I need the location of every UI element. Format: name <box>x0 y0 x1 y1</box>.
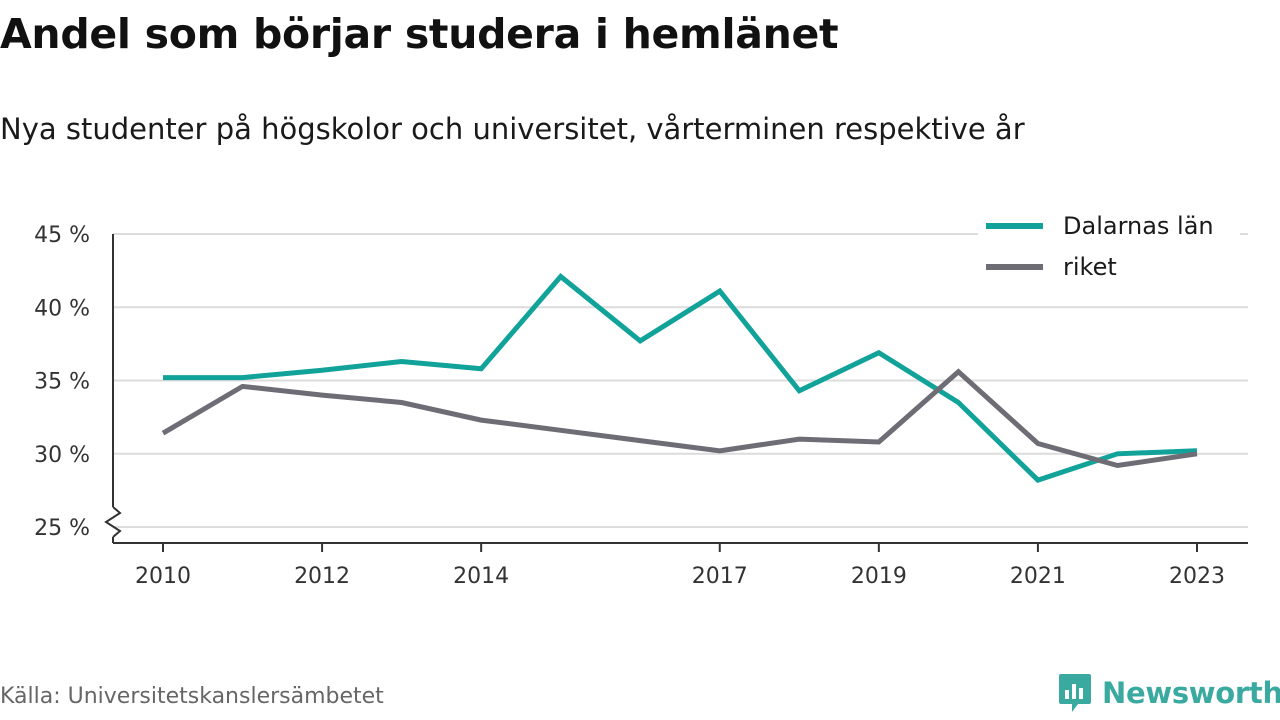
legend-label-0: Dalarnas län <box>1063 212 1214 240</box>
x-tick-label: 2021 <box>1010 564 1066 589</box>
y-tick-label: 35 % <box>34 370 90 395</box>
legend-label-1: riket <box>1063 253 1117 281</box>
y-tick-label: 45 % <box>34 223 90 248</box>
y-tick-label: 30 % <box>34 443 90 468</box>
x-tick-label: 2023 <box>1169 564 1225 589</box>
y-tick-label: 40 % <box>34 296 90 321</box>
line-chart: 25 % 30 % 35 % 40 % 45 % 2010 2012 2014 2017 2019… <box>34 206 1248 589</box>
x-tick-label: 2010 <box>135 564 191 589</box>
y-axis-break-marker <box>104 506 122 538</box>
brand-name: Newsworthy <box>1102 676 1280 710</box>
source-note: Källa: Universitetskanslersämbetet <box>0 684 384 709</box>
chart-subtitle: Nya studenter på högskolor och universit… <box>0 112 1025 146</box>
y-tick-label: 25 % <box>34 516 90 541</box>
series-line-0 <box>163 273 1198 483</box>
legend: Dalarnas län riket <box>978 206 1240 286</box>
axes: 25 % 30 % 35 % 40 % 45 % 2010 2012 2014 2017 2019… <box>34 223 1248 589</box>
series-line-1 <box>161 368 1198 469</box>
series-lines <box>161 273 1198 483</box>
newsworthy-logo-icon <box>1059 674 1091 712</box>
x-tick-label: 2017 <box>692 564 748 589</box>
legend-background <box>978 206 1240 286</box>
x-tick-label: 2019 <box>851 564 907 589</box>
x-tick-label: 2014 <box>453 564 509 589</box>
chart-title: Andel som börjar studera i hemlänet <box>0 10 839 58</box>
brand-logo: Newsworthy <box>1058 670 1280 716</box>
x-tick-label: 2012 <box>294 564 350 589</box>
